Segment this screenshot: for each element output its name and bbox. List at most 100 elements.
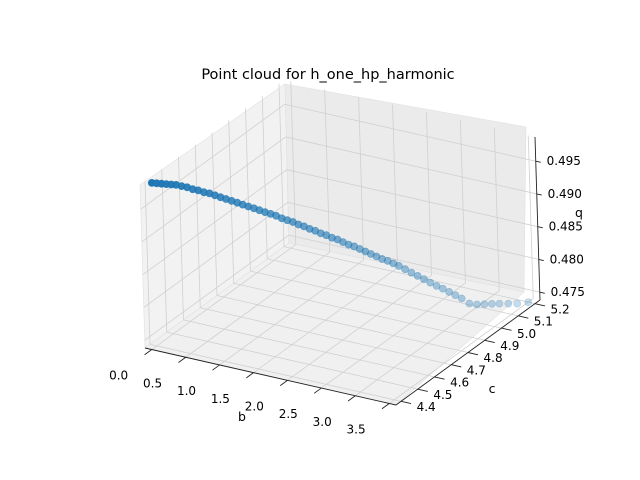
z-tick-mark bbox=[536, 193, 542, 196]
data-point bbox=[394, 261, 403, 270]
y-gridline-floor bbox=[267, 258, 519, 317]
x-tick-mark bbox=[381, 403, 390, 410]
x-axis-label: b bbox=[238, 409, 246, 424]
y-gridline-left bbox=[261, 95, 268, 259]
x-gridline-back bbox=[527, 135, 534, 299]
y-tick-label: 5.2 bbox=[551, 302, 570, 316]
y-tick-label: 4.8 bbox=[484, 351, 503, 365]
data-point bbox=[378, 255, 386, 263]
y-gridline-floor bbox=[166, 331, 418, 390]
y-tick-mark bbox=[534, 303, 546, 307]
data-point bbox=[524, 298, 533, 306]
y-tick-mark bbox=[417, 388, 428, 392]
z-gridline-back bbox=[287, 202, 539, 260]
x-tick-label: 2.5 bbox=[279, 407, 298, 421]
x-gridline-back bbox=[426, 112, 432, 276]
y-tick-label: 4.9 bbox=[500, 339, 519, 353]
z-gridline-left bbox=[144, 234, 289, 341]
y-gridline-floor bbox=[183, 319, 435, 378]
y-gridline-floor bbox=[149, 343, 402, 402]
y-tick-mark bbox=[484, 339, 495, 344]
data-point bbox=[413, 271, 422, 280]
z-axis-line bbox=[534, 136, 541, 301]
grid-lines bbox=[140, 81, 540, 404]
z-gridline-left bbox=[140, 103, 285, 210]
z-tick-label: 0.495 bbox=[547, 154, 581, 168]
y-tick-mark bbox=[400, 400, 412, 405]
x-tick-label: 2.0 bbox=[245, 400, 264, 414]
x-tick-label: 1.5 bbox=[211, 392, 230, 406]
y-gridline-left bbox=[245, 108, 251, 272]
z-tick-mark bbox=[538, 258, 544, 261]
z-tick-label: 0.490 bbox=[548, 187, 582, 201]
y-tick-label: 4.4 bbox=[417, 400, 436, 414]
z-gridline-left bbox=[141, 136, 286, 243]
z-gridline-back bbox=[284, 103, 536, 162]
y-gridline-left bbox=[211, 132, 218, 296]
data-point bbox=[420, 275, 428, 284]
y-axis-line bbox=[395, 299, 541, 406]
x-tick-label: 3.0 bbox=[313, 415, 332, 429]
data-point bbox=[426, 278, 435, 287]
x-tick-mark bbox=[279, 379, 288, 386]
data-point bbox=[513, 299, 522, 308]
x-axis-line bbox=[144, 347, 397, 406]
x-gridline-back bbox=[290, 81, 297, 245]
x-gridline-back bbox=[324, 89, 331, 253]
z-tick-mark bbox=[539, 291, 545, 294]
x-tick-label: 3.5 bbox=[347, 423, 366, 437]
z-tick-label: 0.475 bbox=[551, 285, 585, 299]
data-point bbox=[472, 300, 481, 309]
y-gridline-left bbox=[194, 144, 201, 308]
y-tick-mark bbox=[451, 364, 462, 368]
x-tick-label: 0.0 bbox=[109, 369, 128, 383]
data-point bbox=[465, 299, 474, 308]
x-tick-mark bbox=[246, 372, 254, 379]
data-point bbox=[445, 287, 453, 296]
y-gridline-floor bbox=[283, 246, 536, 305]
data-point bbox=[480, 300, 489, 309]
z-gridline-back bbox=[285, 136, 537, 195]
x-gridline-back bbox=[358, 96, 365, 260]
y-gridline-floor bbox=[200, 307, 452, 366]
y-tick-label: 4.7 bbox=[467, 363, 486, 377]
y-axis-label: c bbox=[489, 381, 496, 396]
y-tick-label: 5.1 bbox=[534, 315, 553, 329]
y-tick-label: 4.5 bbox=[433, 388, 452, 402]
chart-title: Point cloud for h_one_hp_harmonic bbox=[201, 67, 454, 83]
y-gridline-floor bbox=[216, 295, 469, 353]
data-points bbox=[147, 178, 533, 309]
data-point bbox=[487, 299, 496, 308]
x-tick-mark bbox=[212, 364, 220, 371]
z-tick-mark bbox=[535, 160, 541, 163]
y-gridline-floor bbox=[233, 282, 485, 341]
x-tick-mark bbox=[144, 349, 153, 356]
z-gridline-left bbox=[143, 202, 288, 308]
z-gridline-back bbox=[288, 234, 540, 293]
y-gridline-left bbox=[161, 169, 168, 333]
data-point bbox=[504, 299, 513, 308]
x-tick-mark bbox=[313, 387, 322, 394]
tick-labels: 0.0 0.5 1.0 1.5 2.0 2.5 3.0 3.5 4.44.54.64.74.84… bbox=[109, 154, 585, 436]
data-point bbox=[383, 256, 392, 265]
data-point bbox=[438, 284, 447, 293]
z-tick-label: 0.485 bbox=[549, 220, 583, 234]
y-gridline-floor bbox=[250, 270, 502, 329]
y-tick-label: 4.6 bbox=[450, 376, 469, 390]
data-point bbox=[407, 268, 416, 277]
z-gridline-left bbox=[142, 169, 287, 276]
data-point bbox=[389, 259, 398, 268]
x-tick-mark bbox=[347, 395, 356, 402]
y-tick-label: 5.0 bbox=[517, 327, 536, 341]
z-gridline-back bbox=[286, 169, 538, 228]
x-tick-mark bbox=[178, 356, 186, 363]
data-point bbox=[495, 299, 504, 308]
x-gridline-back bbox=[459, 120, 466, 284]
z-tick-label: 0.480 bbox=[550, 252, 584, 266]
y-tick-mark bbox=[501, 327, 512, 331]
y-tick-mark bbox=[434, 376, 445, 380]
data-point bbox=[401, 265, 409, 274]
data-point bbox=[432, 281, 441, 290]
